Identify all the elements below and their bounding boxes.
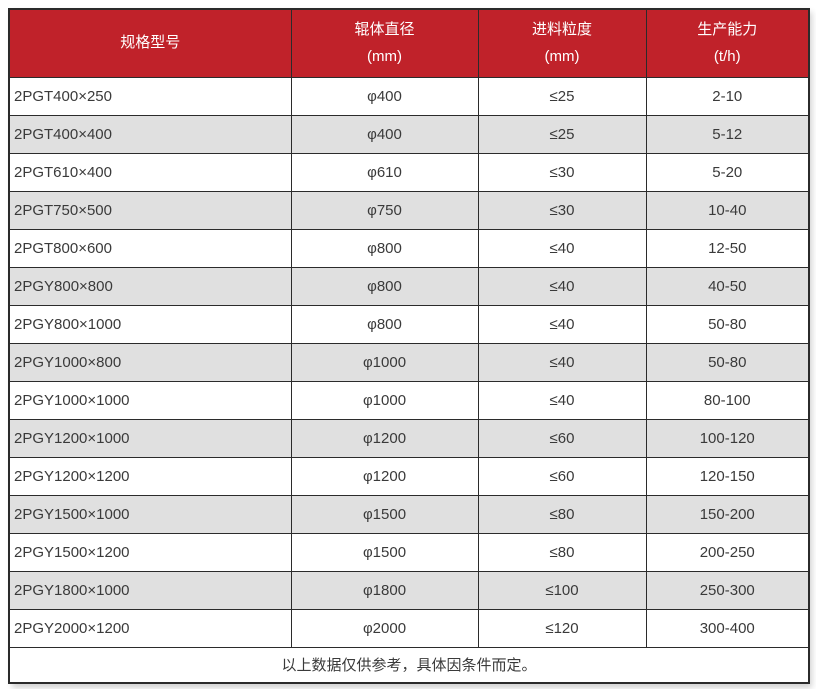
table-row: 2PGY2000×1200 φ2000 ≤120 300-400 [8,608,810,648]
table-row: 2PGY1000×1000 φ1000 ≤40 80-100 [8,380,810,420]
table-row: 2PGY1000×800 φ1000 ≤40 50-80 [8,342,810,382]
table-cell: 200-250 [645,532,810,572]
table-cell: ≤40 [477,266,647,306]
col-header-roller-diameter-label: 辊体直径 [354,20,415,38]
table-cell: φ1000 [290,342,479,382]
table-row: 2PGY1200×1000 φ1200 ≤60 100-120 [8,418,810,458]
table-cell: ≤40 [477,228,647,268]
table-cell: 300-400 [645,608,810,648]
table-cell: 2-10 [645,76,810,116]
table-cell: 2PGY1000×1000 [8,380,292,420]
col-header-roller-diameter-unit: (mm) [367,48,402,66]
table-row: 2PGY800×800 φ800 ≤40 40-50 [8,266,810,306]
table-cell: 80-100 [645,380,810,420]
table-cell: φ2000 [290,608,479,648]
col-header-feed-size: 进料粒度 (mm) [477,8,647,78]
table-cell: ≤40 [477,342,647,382]
table-cell: 2PGY2000×1200 [8,608,292,648]
table-cell: 150-200 [645,494,810,534]
table-cell: 2PGY1500×1000 [8,494,292,534]
table-cell: 2PGT800×600 [8,228,292,268]
table-row: 2PGT400×400 φ400 ≤25 5-12 [8,114,810,154]
table-cell: ≤40 [477,380,647,420]
table-cell: ≤40 [477,304,647,344]
table-cell: 100-120 [645,418,810,458]
table-cell: 10-40 [645,190,810,230]
table-cell: φ400 [290,76,479,116]
table-cell: ≤80 [477,494,647,534]
table-cell: φ610 [290,152,479,192]
table-cell: 2PGY1200×1200 [8,456,292,496]
table-cell: ≤80 [477,532,647,572]
table-cell: 50-80 [645,342,810,382]
col-header-feed-size-unit: (mm) [544,48,580,66]
table-cell: 2PGT750×500 [8,190,292,230]
table-cell: 50-80 [645,304,810,344]
col-header-roller-diameter: 辊体直径 (mm) [290,8,479,78]
table-cell: 5-12 [645,114,810,154]
table-row: 2PGT400×250 φ400 ≤25 2-10 [8,76,810,116]
col-header-capacity-unit: (t/h) [713,48,741,66]
table-row: 2PGY1500×1000 φ1500 ≤80 150-200 [8,494,810,534]
table-cell: 2PGT400×400 [8,114,292,154]
table-row: 2PGY1200×1200 φ1200 ≤60 120-150 [8,456,810,496]
table-cell: ≤25 [477,76,647,116]
table-cell: 2PGT400×250 [8,76,292,116]
table-row: 2PGT610×400 φ610 ≤30 5-20 [8,152,810,192]
table-cell: φ800 [290,304,479,344]
table-row: 2PGY1500×1200 φ1500 ≤80 200-250 [8,532,810,572]
table-cell: 2PGT610×400 [8,152,292,192]
table-cell: φ1500 [290,532,479,572]
table-cell: ≤100 [477,570,647,610]
table-cell: 2PGY1500×1200 [8,532,292,572]
table-cell: 2PGY1200×1000 [8,418,292,458]
table-cell: φ800 [290,266,479,306]
spec-table-body: 2PGT400×250 φ400 ≤25 2-10 2PGT400×400 φ400 ≤25… [8,76,810,648]
table-cell: 2PGY1800×1000 [8,570,292,610]
table-cell: 2PGY800×800 [8,266,292,306]
table-cell: φ1000 [290,380,479,420]
table-cell: ≤30 [477,190,647,230]
table-cell: φ400 [290,114,479,154]
table-cell: ≤120 [477,608,647,648]
spec-table-footer: 以上数据仅供参考，具体因条件而定。 [8,646,810,684]
table-cell: φ1200 [290,456,479,496]
table-cell: φ750 [290,190,479,230]
spec-table-container: 规格型号 辊体直径 (mm) 进料粒度 (mm) 生产能力 (t/h) 2PGT… [8,8,810,684]
table-cell: 250-300 [645,570,810,610]
table-cell: 2PGY800×1000 [8,304,292,344]
spec-table: 规格型号 辊体直径 (mm) 进料粒度 (mm) 生产能力 (t/h) 2PGT… [8,8,810,684]
table-cell: ≤60 [477,418,647,458]
table-cell: 120-150 [645,456,810,496]
table-cell: 40-50 [645,266,810,306]
col-header-model-label: 规格型号 [120,34,181,52]
col-header-model: 规格型号 [8,8,292,78]
table-row: 2PGT800×600 φ800 ≤40 12-50 [8,228,810,268]
col-header-capacity: 生产能力 (t/h) [645,8,810,78]
table-cell: 5-20 [645,152,810,192]
table-row: 2PGY800×1000 φ800 ≤40 50-80 [8,304,810,344]
footer-note: 以上数据仅供参考，具体因条件而定。 [8,646,810,684]
table-cell: φ1800 [290,570,479,610]
table-cell: φ1500 [290,494,479,534]
table-row: 2PGT750×500 φ750 ≤30 10-40 [8,190,810,230]
table-cell: ≤30 [477,152,647,192]
table-cell: φ1200 [290,418,479,458]
col-header-feed-size-label: 进料粒度 [531,20,592,38]
table-cell: 2PGY1000×800 [8,342,292,382]
table-cell: ≤25 [477,114,647,154]
table-row: 2PGY1800×1000 φ1800 ≤100 250-300 [8,570,810,610]
footer-row: 以上数据仅供参考，具体因条件而定。 [8,646,810,684]
table-cell: φ800 [290,228,479,268]
table-cell: 12-50 [645,228,810,268]
spec-table-header: 规格型号 辊体直径 (mm) 进料粒度 (mm) 生产能力 (t/h) [8,8,810,78]
col-header-capacity-label: 生产能力 [697,20,758,38]
header-row: 规格型号 辊体直径 (mm) 进料粒度 (mm) 生产能力 (t/h) [8,8,810,78]
table-cell: ≤60 [477,456,647,496]
